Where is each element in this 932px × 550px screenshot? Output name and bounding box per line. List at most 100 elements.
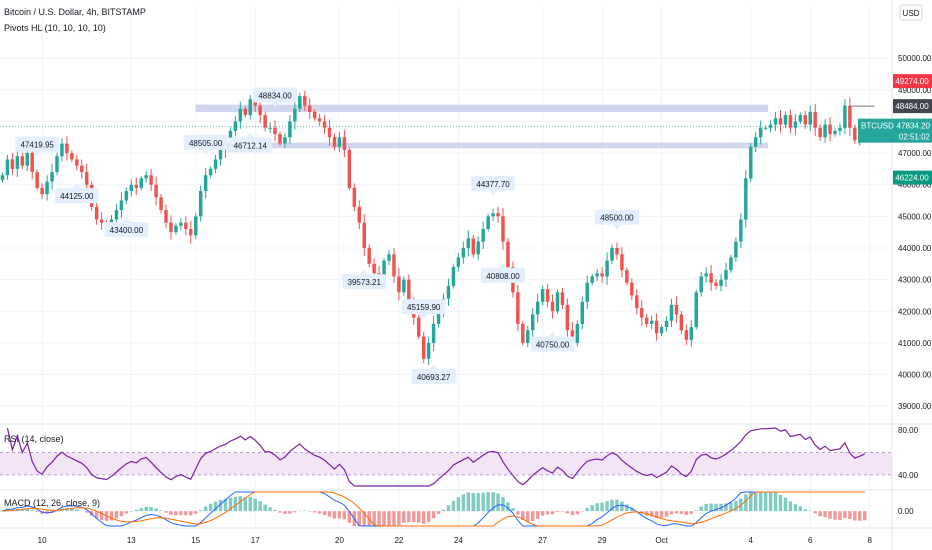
candle-body bbox=[620, 254, 624, 271]
macd-histogram-bar bbox=[357, 511, 362, 526]
currency-label: USD bbox=[903, 9, 920, 18]
candle-body bbox=[149, 175, 153, 185]
candle-body bbox=[75, 159, 79, 166]
macd-histogram-bar bbox=[288, 511, 292, 514]
candle-body bbox=[332, 137, 337, 147]
macd-histogram-bar bbox=[778, 495, 783, 512]
macd-histogram-bar bbox=[253, 498, 257, 512]
candle-body bbox=[347, 149, 352, 188]
macd-histogram-bar bbox=[25, 508, 29, 512]
candle-body bbox=[263, 115, 267, 128]
macd-pane[interactable]: 0.00 bbox=[0, 491, 914, 527]
candle-body bbox=[357, 206, 362, 223]
pivot-label-box bbox=[54, 188, 99, 204]
price-tick-label: 49000.00 bbox=[898, 86, 932, 95]
macd-tick-label: 0.00 bbox=[898, 507, 914, 516]
macd-histogram-bar bbox=[649, 511, 654, 517]
entry-price-label: 48484.00 bbox=[895, 102, 929, 111]
candle-body bbox=[649, 320, 654, 324]
macd-histogram-bar bbox=[630, 507, 634, 512]
candle-body bbox=[184, 222, 188, 229]
candle-body bbox=[342, 137, 347, 150]
macd-histogram-bar bbox=[377, 511, 381, 526]
macd-histogram-bar bbox=[674, 511, 679, 514]
macd-histogram-bar bbox=[605, 501, 609, 512]
macd-histogram-bar bbox=[298, 510, 302, 512]
candle-body bbox=[739, 219, 743, 242]
macd-histogram-bar bbox=[565, 511, 570, 514]
macd-histogram-bar bbox=[491, 492, 495, 512]
candle-body bbox=[5, 159, 10, 176]
macd-histogram-bar bbox=[526, 511, 530, 522]
candle-body bbox=[540, 289, 545, 302]
candle-body bbox=[114, 210, 119, 220]
pivot-label-pointer bbox=[271, 102, 280, 108]
macd-histogram-bar bbox=[382, 511, 386, 526]
candle-body bbox=[288, 121, 292, 138]
candle-body bbox=[25, 153, 29, 166]
macd-histogram-bar bbox=[154, 508, 158, 512]
macd-histogram-bar bbox=[451, 500, 456, 512]
candle-body bbox=[669, 304, 674, 321]
macd-histogram-bar bbox=[248, 497, 252, 512]
macd-histogram-bar bbox=[744, 494, 748, 512]
candle-body bbox=[392, 254, 396, 277]
macd-histogram-bar bbox=[426, 511, 431, 523]
macd-histogram-bar bbox=[808, 510, 812, 512]
currency-button[interactable] bbox=[899, 4, 923, 21]
symbol-label: BTCUSD bbox=[861, 122, 894, 131]
candle-body bbox=[327, 127, 332, 138]
time-tick-label: 17 bbox=[251, 536, 260, 545]
macd-histogram-bar bbox=[684, 511, 689, 515]
price-tick-label: 46000.00 bbox=[898, 181, 932, 190]
price-candles bbox=[0, 90, 892, 366]
macd-histogram-bar bbox=[407, 511, 411, 523]
candle-body bbox=[397, 276, 401, 293]
candle-body bbox=[853, 127, 857, 141]
macd-histogram-bar bbox=[203, 506, 208, 512]
candle-body bbox=[734, 241, 738, 258]
candle-body bbox=[729, 257, 733, 271]
time-tick-label: 27 bbox=[538, 536, 547, 545]
macd-histogram-bar bbox=[258, 501, 262, 512]
candle-body bbox=[70, 153, 74, 160]
candle-body bbox=[198, 191, 203, 217]
pivot-label-pointer bbox=[201, 149, 210, 155]
macd-histogram-bar bbox=[65, 508, 69, 512]
candle-body bbox=[352, 187, 357, 207]
candle-body bbox=[808, 111, 812, 125]
candle-body bbox=[550, 301, 555, 312]
macd-histogram-bar bbox=[496, 493, 500, 512]
candle-body bbox=[208, 168, 213, 176]
macd-histogram-bar bbox=[476, 493, 480, 512]
macd-histogram-bar bbox=[80, 510, 84, 512]
candle-body bbox=[55, 156, 59, 173]
candle-body bbox=[506, 241, 510, 267]
macd-histogram-bar bbox=[347, 511, 352, 523]
candle-body bbox=[749, 146, 753, 179]
rsi-band bbox=[0, 452, 892, 475]
price-axis[interactable]: 39000.00 40000.00 41000.00 42000.00 43000.00… bbox=[858, 54, 932, 411]
candle-body bbox=[848, 105, 852, 128]
price-tick-label: 47000.00 bbox=[898, 149, 932, 158]
candle-body bbox=[179, 222, 183, 226]
candle-body bbox=[704, 273, 708, 277]
candle-body bbox=[833, 130, 837, 135]
macd-histogram-bar bbox=[550, 511, 555, 515]
macd-histogram-bar bbox=[436, 511, 441, 515]
candle-body bbox=[615, 247, 619, 255]
rsi-pane[interactable]: 80.00 40.00 bbox=[0, 426, 919, 487]
time-axis[interactable]: 10 13 15 17 20 22 24 27 29 Oct 4 6 8 bbox=[38, 536, 873, 545]
pivot-zone bbox=[195, 104, 768, 112]
candle-body bbox=[213, 159, 218, 169]
macd-histogram-bar bbox=[689, 511, 694, 515]
candle-body bbox=[20, 156, 25, 166]
candle-body bbox=[273, 127, 277, 135]
time-tick-label: 8 bbox=[867, 536, 872, 545]
macd-histogram-bar bbox=[0, 511, 5, 512]
candle-body bbox=[367, 247, 371, 264]
candle-body bbox=[818, 127, 822, 138]
pivot-label: 44377.70 bbox=[476, 180, 510, 189]
macd-histogram-bar bbox=[803, 509, 808, 512]
